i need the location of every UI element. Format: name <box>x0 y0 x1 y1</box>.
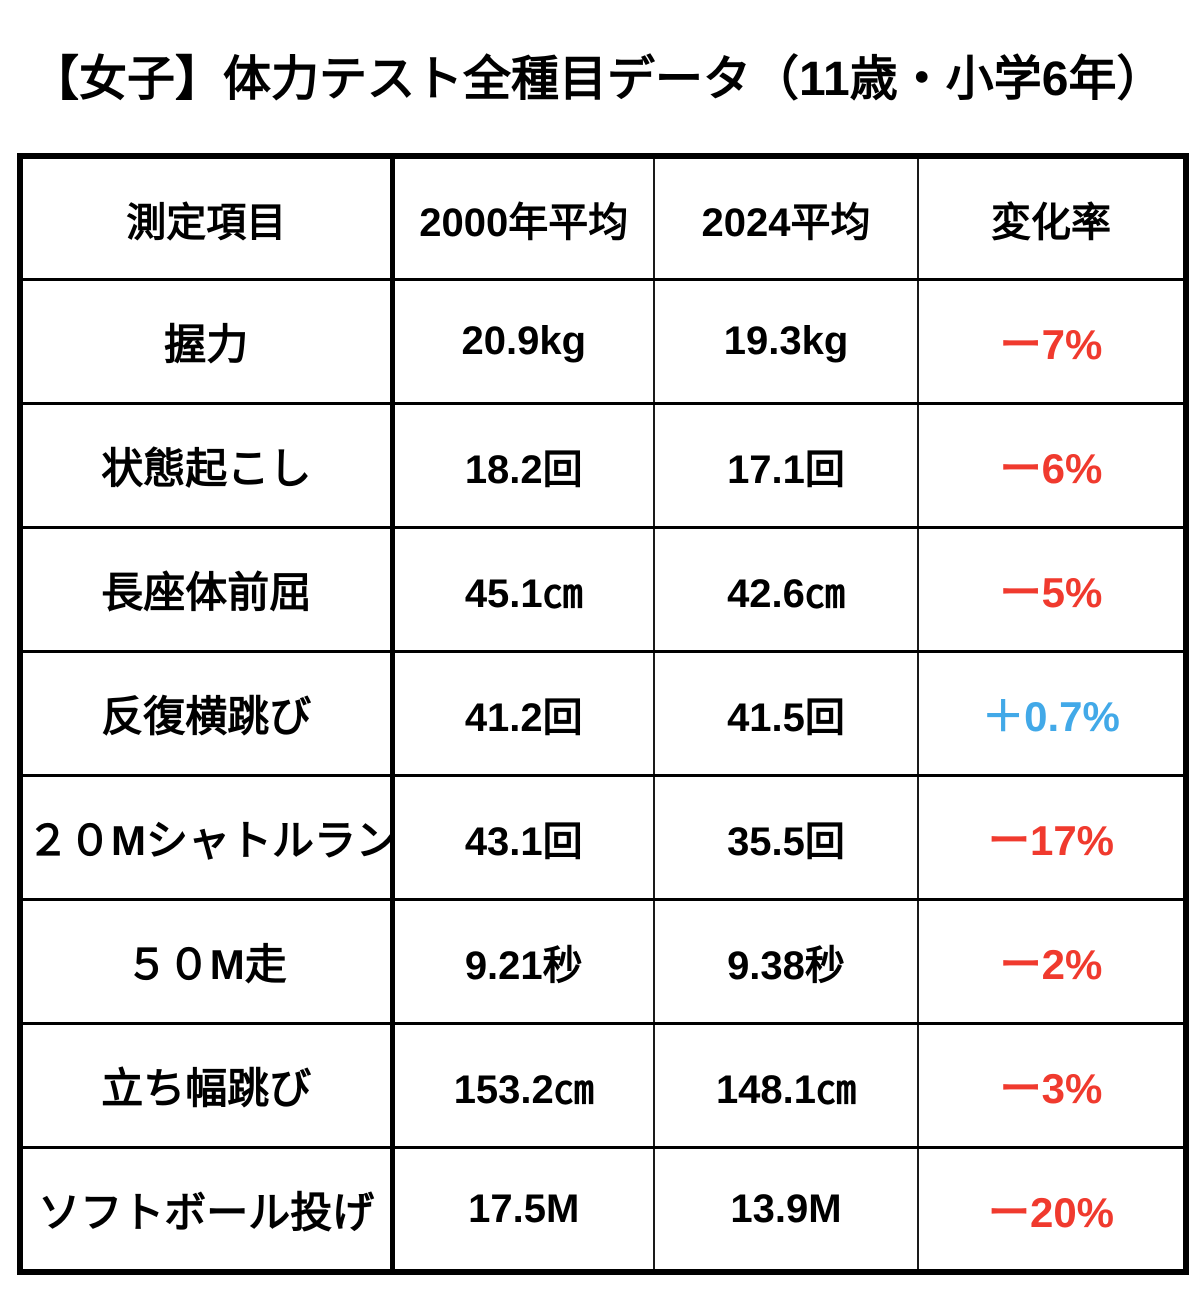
fitness-data-table: 測定項目 2000年平均 2024平均 変化率 握力 20.9kg 19.3kg… <box>17 152 1189 1275</box>
measurement-item-cell: 立ち幅跳び <box>19 1022 395 1150</box>
table-row: 立ち幅跳び 153.2㎝ 148.1㎝ ー3% <box>19 1022 1187 1150</box>
table-row: 状態起こし 18.2回 17.1回 ー6% <box>19 402 1187 530</box>
measurement-item-cell: 握力 <box>19 278 395 406</box>
measurement-item-cell: ２０Mシャトルラン <box>19 774 395 902</box>
value-2024-cell: 13.9M <box>653 1146 919 1274</box>
change-rate-cell: ー20% <box>917 1146 1187 1274</box>
value-2000-cell: 41.2回 <box>391 650 655 778</box>
value-2024-cell: 42.6㎝ <box>653 526 919 654</box>
value-2024-cell: 9.38秒 <box>653 898 919 1026</box>
measurement-item-cell: ５０M走 <box>19 898 395 1026</box>
value-2000-cell: 18.2回 <box>391 402 655 530</box>
table-body: 握力 20.9kg 19.3kg ー7% 状態起こし 18.2回 17.1回 ー… <box>19 278 1187 1274</box>
value-2000-cell: 9.21秒 <box>391 898 655 1026</box>
table-row: 長座体前屈 45.1㎝ 42.6㎝ ー5% <box>19 526 1187 654</box>
header-2024-average: 2024平均 <box>653 154 919 282</box>
table-header: 測定項目 2000年平均 2024平均 変化率 <box>19 154 1187 282</box>
change-rate-cell: ー7% <box>917 278 1187 406</box>
header-2000-average: 2000年平均 <box>391 154 655 282</box>
table-row: 握力 20.9kg 19.3kg ー7% <box>19 278 1187 406</box>
measurement-item-cell: 反復横跳び <box>19 650 395 778</box>
table-row: ２０Mシャトルラン 43.1回 35.5回 ー17% <box>19 774 1187 902</box>
measurement-item-cell: 長座体前屈 <box>19 526 395 654</box>
header-measurement-item: 測定項目 <box>19 154 395 282</box>
header-row: 測定項目 2000年平均 2024平均 変化率 <box>19 154 1187 282</box>
value-2024-cell: 17.1回 <box>653 402 919 530</box>
table-row: ソフトボール投げ 17.5M 13.9M ー20% <box>19 1146 1187 1274</box>
table-container: 測定項目 2000年平均 2024平均 変化率 握力 20.9kg 19.3kg… <box>17 152 1189 1275</box>
change-rate-cell: ＋0.7% <box>917 650 1187 778</box>
value-2024-cell: 41.5回 <box>653 650 919 778</box>
change-rate-cell: ー5% <box>917 526 1187 654</box>
value-2000-cell: 17.5M <box>391 1146 655 1274</box>
table-row: 反復横跳び 41.2回 41.5回 ＋0.7% <box>19 650 1187 778</box>
value-2000-cell: 43.1回 <box>391 774 655 902</box>
change-rate-cell: ー17% <box>917 774 1187 902</box>
change-rate-cell: ー6% <box>917 402 1187 530</box>
change-rate-cell: ー2% <box>917 898 1187 1026</box>
header-change-rate: 変化率 <box>917 154 1187 282</box>
value-2000-cell: 20.9kg <box>391 278 655 406</box>
change-rate-cell: ー3% <box>917 1022 1187 1150</box>
page-title: 【女子】体力テスト全種目データ（11歳・小学6年） <box>31 53 1165 106</box>
measurement-item-cell: ソフトボール投げ <box>19 1146 395 1274</box>
table-row: ５０M走 9.21秒 9.38秒 ー2% <box>19 898 1187 1026</box>
value-2024-cell: 19.3kg <box>653 278 919 406</box>
value-2000-cell: 45.1㎝ <box>391 526 655 654</box>
value-2024-cell: 35.5回 <box>653 774 919 902</box>
measurement-item-cell: 状態起こし <box>19 402 395 530</box>
value-2000-cell: 153.2㎝ <box>391 1022 655 1150</box>
value-2024-cell: 148.1㎝ <box>653 1022 919 1150</box>
